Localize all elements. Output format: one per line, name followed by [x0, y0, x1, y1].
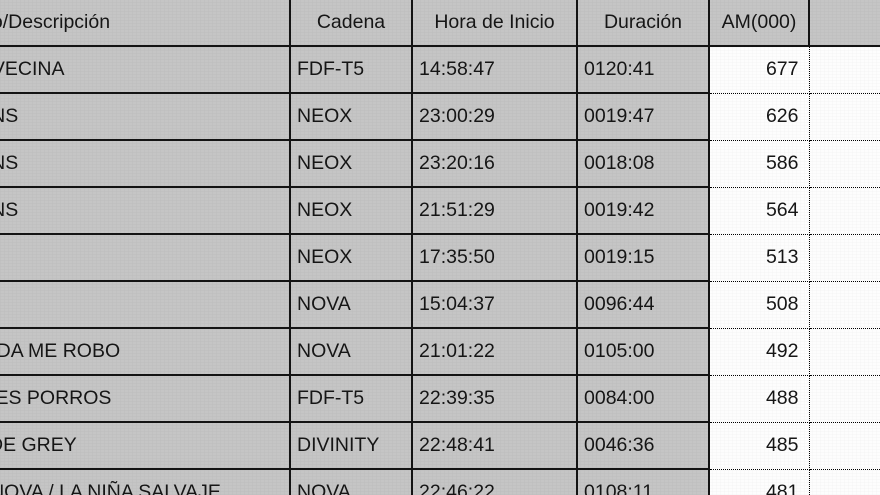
- cell-cuota[interactable]: 2,: [808, 421, 880, 470]
- cell-cadena[interactable]: NEOX: [289, 186, 413, 235]
- cell-cuota[interactable]: 2,: [808, 468, 880, 495]
- cell-duracion[interactable]: 0019:15: [576, 233, 710, 282]
- table-row[interactable]: PSONS NEOX 23:20:16 0018:08 586 3,: [0, 139, 880, 188]
- cell-am[interactable]: 677: [708, 45, 810, 94]
- cell-duracion[interactable]: 0019:42: [576, 186, 710, 235]
- cell-hora[interactable]: 22:39:35: [411, 374, 578, 423]
- cell-cadena[interactable]: NOVA: [289, 468, 413, 495]
- cell-am[interactable]: 485: [708, 421, 810, 470]
- table-body: SE AVECINA FDF-T5 14:58:47 0120:41 677 5…: [0, 45, 880, 495]
- cell-titulo[interactable]: LA VIDA ME ROBO: [0, 327, 291, 376]
- header-row: Título/Descripción Cadena Hora de Inicio…: [0, 0, 880, 47]
- cell-duracion[interactable]: 0018:08: [576, 139, 710, 188]
- cell-cadena[interactable]: NOVA: [289, 280, 413, 329]
- cell-am[interactable]: 626: [708, 92, 810, 141]
- column-header-titulo[interactable]: Título/Descripción: [0, 0, 291, 47]
- column-header-cadena[interactable]: Cadena: [289, 0, 413, 47]
- cell-duracion[interactable]: 0108:11: [576, 468, 710, 495]
- cell-hora[interactable]: 22:46:22: [411, 468, 578, 495]
- table-row[interactable]: MORES PORROS FDF-T5 22:39:35 0084:00 488…: [0, 374, 880, 423]
- table-row[interactable]: MIA DE GREY DIVINITY 22:48:41 0046:36 48…: [0, 421, 880, 470]
- cell-hora[interactable]: 21:51:29: [411, 186, 578, 235]
- cell-am[interactable]: 481: [708, 468, 810, 495]
- table-row[interactable]: PSONS NEOX 21:51:29 0019:42 564 3,: [0, 186, 880, 235]
- cell-cadena[interactable]: NOVA: [289, 327, 413, 376]
- table-row[interactable]: NOVA 15:04:37 0096:44 508 3,: [0, 280, 880, 329]
- cell-duracion[interactable]: 0096:44: [576, 280, 710, 329]
- cell-cadena[interactable]: NEOX: [289, 92, 413, 141]
- cell-am[interactable]: 492: [708, 327, 810, 376]
- table-row[interactable]: PSONS NEOX 23:00:29 0019:47 626 3,: [0, 92, 880, 141]
- cell-cadena[interactable]: FDF-T5: [289, 374, 413, 423]
- table-row[interactable]: SE AVECINA FDF-T5 14:58:47 0120:41 677 5: [0, 45, 880, 94]
- cell-hora[interactable]: 15:04:37: [411, 280, 578, 329]
- table-header: Título/Descripción Cadena Hora de Inicio…: [0, 0, 880, 47]
- cell-cadena[interactable]: FDF-T5: [289, 45, 413, 94]
- cell-hora[interactable]: 23:00:29: [411, 92, 578, 141]
- cell-titulo[interactable]: MIA DE GREY: [0, 421, 291, 470]
- cell-cuota[interactable]: 3,: [808, 186, 880, 235]
- cell-hora[interactable]: 14:58:47: [411, 45, 578, 94]
- cell-am[interactable]: 488: [708, 374, 810, 423]
- cell-cuota[interactable]: 2,: [808, 327, 880, 376]
- table-row[interactable]: LA VIDA ME ROBO NOVA 21:01:22 0105:00 49…: [0, 327, 880, 376]
- cell-duracion[interactable]: 0084:00: [576, 374, 710, 423]
- cell-cadena[interactable]: NEOX: [289, 233, 413, 282]
- cell-hora[interactable]: 17:35:50: [411, 233, 578, 282]
- cell-duracion[interactable]: 0019:47: [576, 92, 710, 141]
- cell-titulo[interactable]: PSONS: [0, 92, 291, 141]
- cell-am[interactable]: 513: [708, 233, 810, 282]
- cell-cuota[interactable]: 5: [808, 45, 880, 94]
- cell-titulo[interactable]: PERNOVA / LA NIÑA SALVAJE: [0, 468, 291, 495]
- cell-duracion[interactable]: 0120:41: [576, 45, 710, 94]
- cell-cuota[interactable]: 2,: [808, 374, 880, 423]
- cell-cadena[interactable]: DIVINITY: [289, 421, 413, 470]
- cell-cuota[interactable]: 3,: [808, 139, 880, 188]
- table-row[interactable]: PERNOVA / LA NIÑA SALVAJE NOVA 22:46:22 …: [0, 468, 880, 495]
- cell-hora[interactable]: 23:20:16: [411, 139, 578, 188]
- cell-hora[interactable]: 22:48:41: [411, 421, 578, 470]
- cell-hora[interactable]: 21:01:22: [411, 327, 578, 376]
- cell-cuota[interactable]: 3,: [808, 280, 880, 329]
- cell-titulo[interactable]: G: [0, 233, 291, 282]
- cell-am[interactable]: 586: [708, 139, 810, 188]
- cell-cuota[interactable]: 4,: [808, 233, 880, 282]
- cell-cuota[interactable]: 3,: [808, 92, 880, 141]
- column-header-duracion[interactable]: Duración: [576, 0, 710, 47]
- cell-titulo[interactable]: PSONS: [0, 139, 291, 188]
- cell-am[interactable]: 508: [708, 280, 810, 329]
- cell-duracion[interactable]: 0105:00: [576, 327, 710, 376]
- cell-titulo[interactable]: SE AVECINA: [0, 45, 291, 94]
- column-header-hora[interactable]: Hora de Inicio: [411, 0, 578, 47]
- cell-titulo[interactable]: MORES PORROS: [0, 374, 291, 423]
- column-header-am[interactable]: AM(000): [708, 0, 810, 47]
- cell-cadena[interactable]: NEOX: [289, 139, 413, 188]
- cell-am[interactable]: 564: [708, 186, 810, 235]
- cell-duracion[interactable]: 0046:36: [576, 421, 710, 470]
- cell-titulo[interactable]: [0, 280, 291, 329]
- cell-titulo[interactable]: PSONS: [0, 186, 291, 235]
- table-row[interactable]: G NEOX 17:35:50 0019:15 513 4,: [0, 233, 880, 282]
- column-header-cuota[interactable]: Cuota: [808, 0, 880, 47]
